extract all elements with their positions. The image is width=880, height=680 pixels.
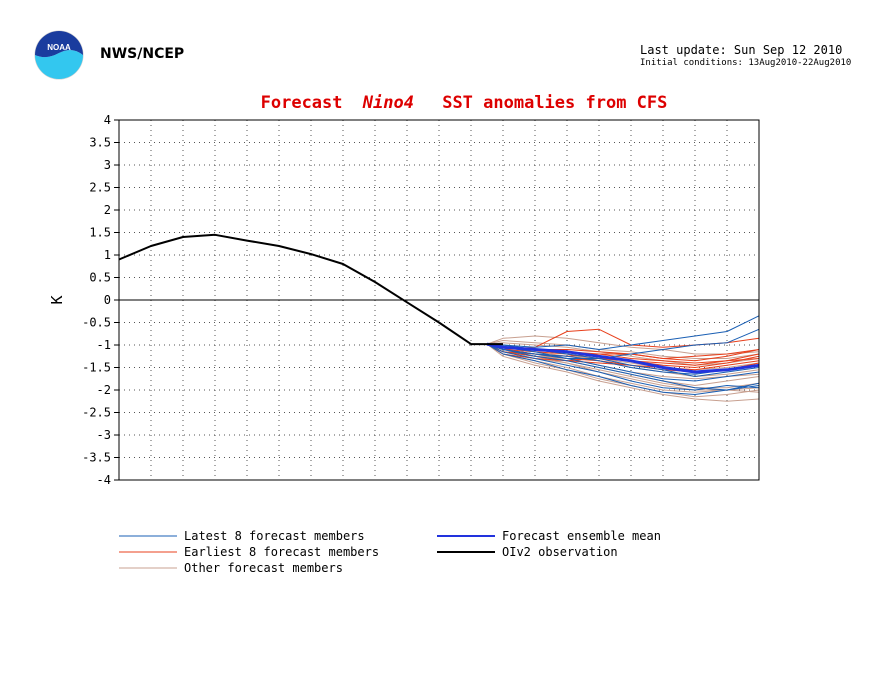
ensemble-mean-line xyxy=(486,342,760,374)
noaa-logo: NOAA xyxy=(34,30,84,80)
y-tick-label: 3 xyxy=(104,158,111,172)
y-tick-label: 1.5 xyxy=(89,226,111,240)
legend-label-latest: Latest 8 forecast members xyxy=(184,529,365,543)
initial-conditions: Initial conditions: 13Aug2010-22Aug2010 xyxy=(640,58,852,68)
latest-member-line xyxy=(486,315,760,350)
legend-label-earliest: Earliest 8 forecast members xyxy=(184,545,379,559)
y-tick-label: -1 xyxy=(97,338,111,352)
plot-frame xyxy=(118,119,760,481)
y-tick-label: -4 xyxy=(97,473,111,487)
last-update: Last update: Sun Sep 12 2010 xyxy=(640,43,843,57)
chart-title-part-2: Nino4 xyxy=(362,93,414,113)
latest-member-line xyxy=(486,343,760,395)
observation-line xyxy=(118,233,503,346)
y-tick-label: 4 xyxy=(104,113,111,127)
y-tick-label: -1.5 xyxy=(82,361,111,375)
latest-member-line xyxy=(486,343,760,391)
chart-title-part-3: SST anomalies from CFS xyxy=(442,93,667,113)
logo-text: NOAA xyxy=(47,43,71,52)
y-tick-label: 1 xyxy=(104,248,111,262)
legend-label-observation: OIv2 observation xyxy=(502,545,618,559)
legend: Latest 8 forecast members Earliest 8 fore… xyxy=(119,529,661,575)
observation-series xyxy=(118,233,503,346)
latest-members-series xyxy=(486,315,760,395)
y-tick-label: 2 xyxy=(104,203,111,217)
y-tick-label: 2.5 xyxy=(89,181,111,195)
ensemble-mean-series xyxy=(486,342,760,374)
other-member-line xyxy=(486,343,760,398)
y-tick-label: -3.5 xyxy=(82,451,111,465)
y-tick-label: 3.5 xyxy=(89,136,111,150)
y-tick-label: -3 xyxy=(97,428,111,442)
chart-title: Forecast Nino4 SST anomalies from CFS xyxy=(261,93,668,113)
legend-label-mean: Forecast ensemble mean xyxy=(502,529,661,543)
chart-title-part-1: Forecast xyxy=(261,93,343,113)
header-org: NWS/NCEP xyxy=(100,46,185,62)
legend-label-other: Other forecast members xyxy=(184,561,343,575)
y-tick-label: -2.5 xyxy=(82,406,111,420)
latest-member-line xyxy=(486,343,760,391)
y-axis-ticks: 4 3.5 3 2.5 2 1.5 1 0.5 0 -0.5 -1 -1.5 -2 -2.5 -3 -3.5 -… xyxy=(82,113,119,487)
y-tick-label: 0 xyxy=(104,293,111,307)
y-tick-label: -0.5 xyxy=(82,316,111,330)
other-member-line xyxy=(486,343,760,402)
y-tick-label: 0.5 xyxy=(89,271,111,285)
y-axis-label: K xyxy=(48,295,66,304)
other-member-line xyxy=(486,335,760,355)
y-tick-label: -2 xyxy=(97,383,111,397)
